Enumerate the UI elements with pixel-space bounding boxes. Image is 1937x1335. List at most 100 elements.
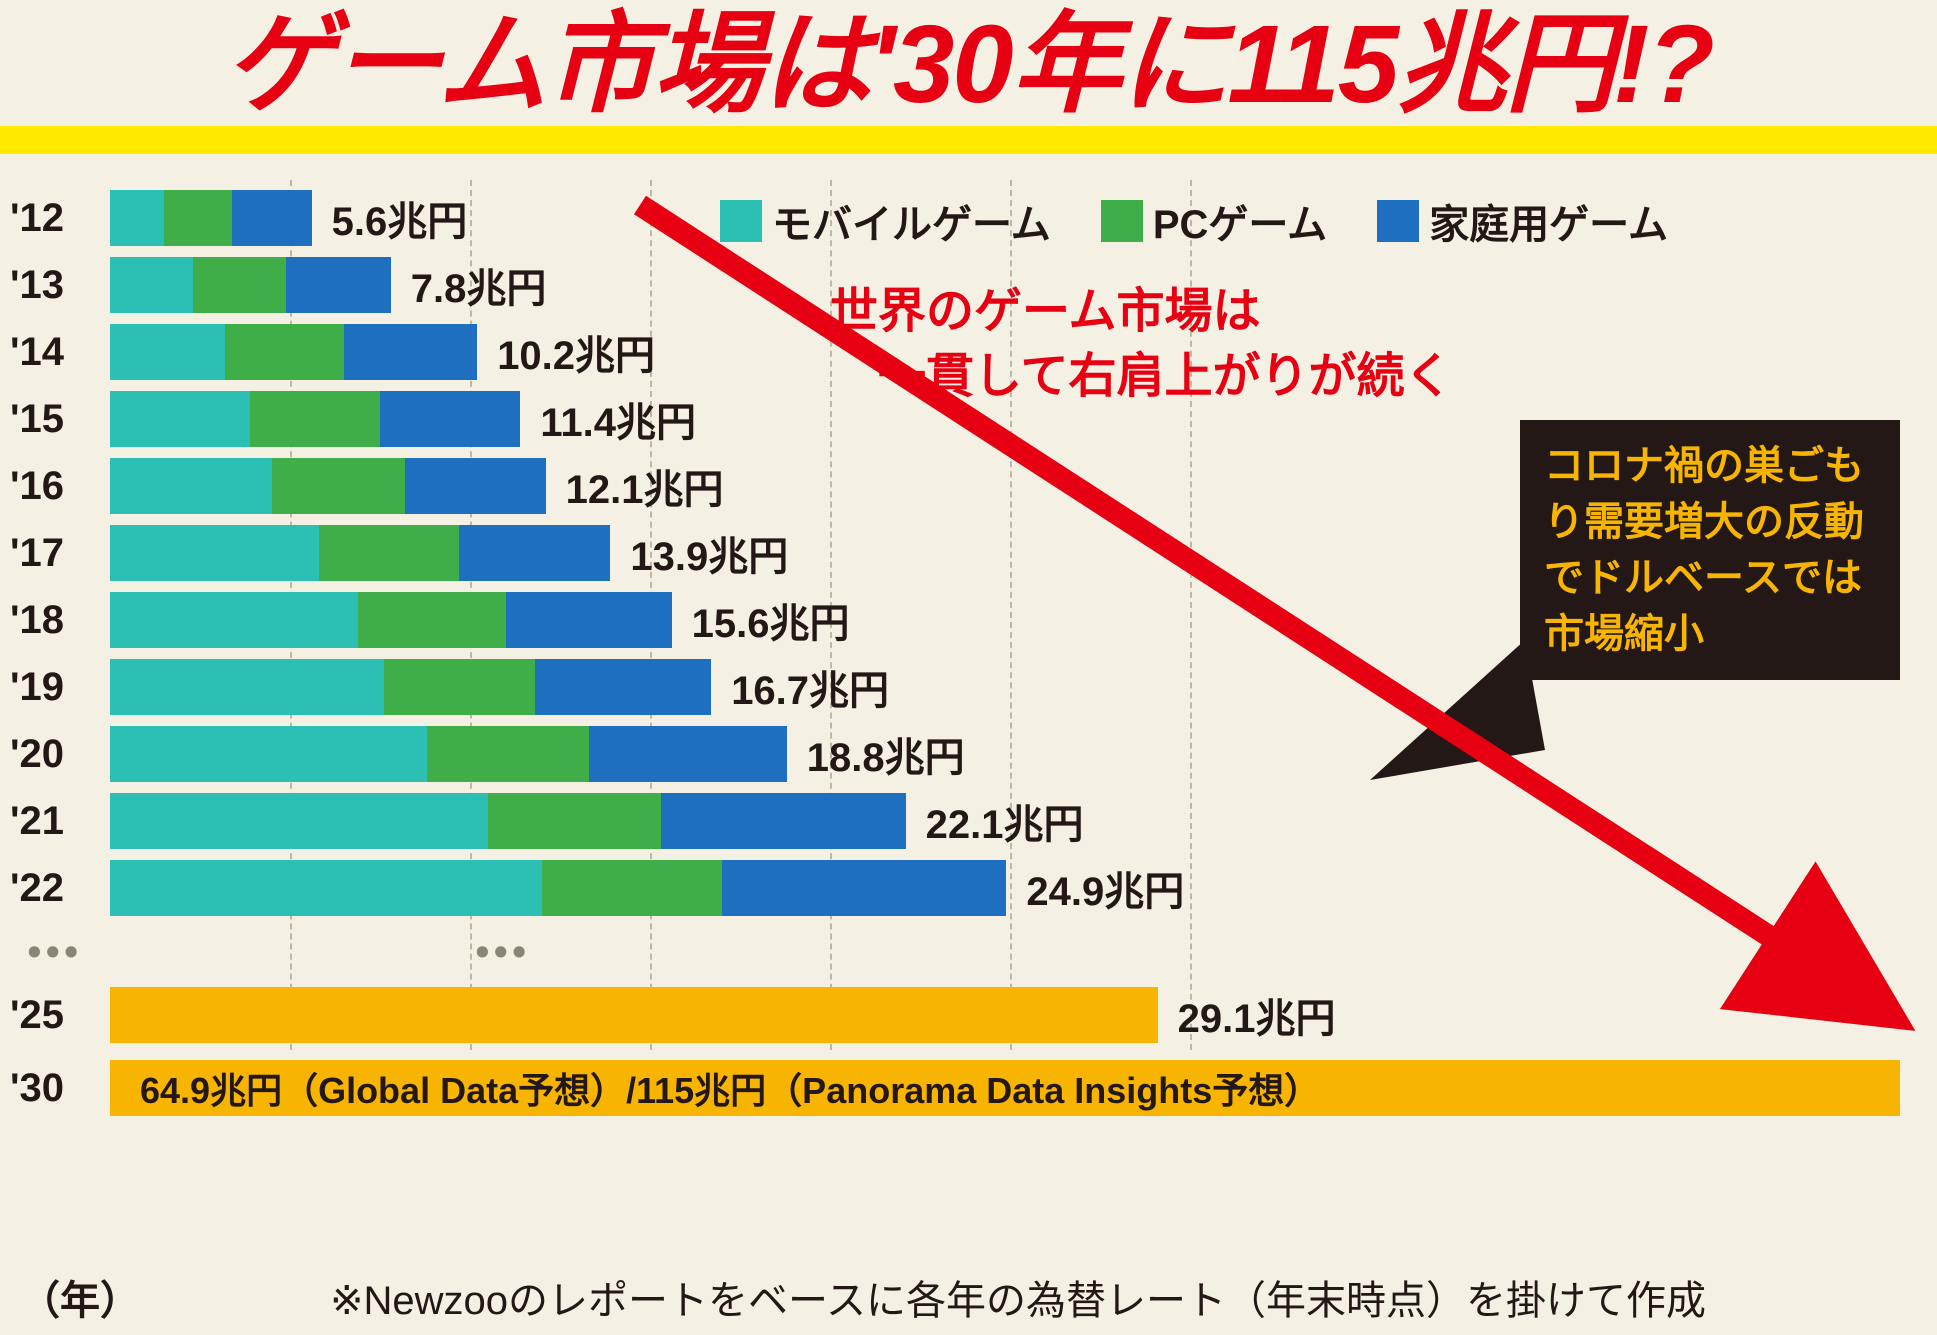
- bar-segment-console: [344, 324, 477, 380]
- year-label: '14: [10, 330, 105, 375]
- bar-stack: [110, 257, 391, 313]
- bar-segment-pc: [225, 324, 344, 380]
- value-label: 18.8兆円: [807, 725, 965, 783]
- bar-stack: [110, 190, 312, 246]
- bar-segment-console: [405, 458, 545, 514]
- value-label: 11.4兆円: [540, 390, 696, 448]
- bar-segment-mobile: [110, 257, 193, 313]
- year-label: '16: [10, 464, 105, 509]
- year-label: '13: [10, 263, 105, 308]
- annotation-red-text: 世界のゲーム市場は 一貫して右肩上がりが続く: [830, 280, 1453, 410]
- y-axis-unit: （年）: [20, 1268, 140, 1326]
- bar-segment-console: [232, 190, 311, 246]
- callout-tail-icon: [1370, 620, 1550, 800]
- legend-label: モバイルゲーム: [772, 192, 1051, 250]
- legend-swatch: [1377, 200, 1419, 242]
- bar-segment-pc: [358, 592, 506, 648]
- bar-stack: [110, 391, 520, 447]
- bar-segment-console: [380, 391, 520, 447]
- legend-label: 家庭用ゲーム: [1429, 192, 1668, 250]
- year-label: '21: [10, 799, 105, 844]
- footnote: ※Newzooのレポートをベースに各年の為替レート（年末時点）を掛けて作成: [330, 1268, 1706, 1326]
- bar-segment-mobile: [110, 391, 250, 447]
- bar-segment-pc: [319, 525, 459, 581]
- bar-stack: [110, 324, 477, 380]
- legend-item: 家庭用ゲーム: [1377, 192, 1668, 250]
- bar-segment-pc: [384, 659, 535, 715]
- bar-segment-mobile: [110, 726, 427, 782]
- value-label: 15.6兆円: [692, 591, 850, 649]
- bar-segment-mobile: [110, 793, 488, 849]
- chart-container: ゲーム市場は'30年に115兆円!? '12 5.6兆円 '13 7.8兆円 '14 10…: [0, 0, 1937, 1335]
- forecast-label: 29.1兆円: [1178, 986, 1336, 1044]
- callout-box: コロナ禍の巣ごもり需要増大の反動でドルベースでは市場縮小: [1520, 420, 1900, 680]
- bar-stack: [110, 458, 546, 514]
- year-label: '18: [10, 598, 105, 643]
- bar-segment-mobile: [110, 659, 384, 715]
- bar-segment-pc: [272, 458, 405, 514]
- bar-segment-pc: [542, 860, 722, 916]
- year-label: '17: [10, 531, 105, 576]
- year-label: '20: [10, 732, 105, 777]
- year-label: '30: [10, 1066, 105, 1111]
- year-label: '22: [10, 866, 105, 911]
- title-bar: ゲーム市場は'30年に115兆円!?: [0, 0, 1937, 126]
- annotation-line2: 一貫して右肩上がりが続く: [830, 350, 1453, 403]
- bar-segment-console: [589, 726, 787, 782]
- bar-segment-pc: [427, 726, 589, 782]
- bar-row: '2018.8兆円: [110, 726, 1910, 782]
- value-label: 10.2兆円: [497, 323, 655, 381]
- bar-stack: [110, 525, 610, 581]
- bar-row: '2224.9兆円: [110, 860, 1910, 916]
- bar-stack: [110, 860, 1006, 916]
- chart-title: ゲーム市場は'30年に115兆円!?: [0, 10, 1937, 120]
- value-label: 13.9兆円: [630, 524, 788, 582]
- year-label: '19: [10, 665, 105, 710]
- bar-segment-console: [286, 257, 390, 313]
- forecast-row: '2529.1兆円: [110, 987, 1910, 1043]
- forecast-bar: [110, 987, 1158, 1043]
- year-label: '12: [10, 196, 105, 241]
- value-label: 22.1兆円: [926, 792, 1084, 850]
- forecast-bar: 64.9兆円（Global Data予想）/115兆円（Panorama Dat…: [110, 1060, 1900, 1116]
- title-underline: [0, 126, 1937, 154]
- bar-segment-pc: [193, 257, 287, 313]
- legend-item: モバイルゲーム: [720, 192, 1051, 250]
- legend-item: PCゲーム: [1101, 192, 1327, 250]
- callout-text: コロナ禍の巣ごもり需要増大の反動でドルベースでは市場縮小: [1544, 444, 1864, 656]
- bar-segment-mobile: [110, 324, 225, 380]
- bar-segment-mobile: [110, 860, 542, 916]
- bar-segment-pc: [164, 190, 232, 246]
- bar-stack: [110, 659, 711, 715]
- bar-segment-mobile: [110, 525, 319, 581]
- value-label: 12.1兆円: [566, 457, 724, 515]
- bar-segment-console: [459, 525, 610, 581]
- bar-segment-mobile: [110, 458, 272, 514]
- bar-segment-pc: [250, 391, 380, 447]
- bar-segment-console: [722, 860, 1006, 916]
- bar-stack: [110, 592, 672, 648]
- forecast-row: '3064.9兆円（Global Data予想）/115兆円（Panorama …: [110, 1060, 1910, 1116]
- legend-label: PCゲーム: [1153, 192, 1327, 250]
- legend-swatch: [720, 200, 762, 242]
- value-label: 7.8兆円: [411, 256, 547, 314]
- legend: モバイルゲーム PCゲーム 家庭用ゲーム: [720, 192, 1668, 250]
- legend-swatch: [1101, 200, 1143, 242]
- bar-segment-mobile: [110, 592, 358, 648]
- bar-segment-pc: [488, 793, 661, 849]
- annotation-line1: 世界のゲーム市場は: [830, 285, 1261, 338]
- bar-stack: [110, 726, 787, 782]
- value-label: 5.6兆円: [332, 189, 468, 247]
- value-label: 16.7兆円: [731, 658, 889, 716]
- bar-row: '2122.1兆円: [110, 793, 1910, 849]
- bar-stack: [110, 793, 906, 849]
- ellipsis-icon: ・・・: [470, 929, 525, 975]
- year-label: '25: [10, 993, 105, 1038]
- ellipsis-icon: ・・・: [22, 929, 77, 975]
- bar-segment-console: [506, 592, 672, 648]
- value-label: 24.9兆円: [1026, 859, 1184, 917]
- bar-segment-console: [661, 793, 906, 849]
- forecast-label: 64.9兆円（Global Data予想）/115兆円（Panorama Dat…: [140, 1062, 1320, 1114]
- bar-segment-console: [535, 659, 711, 715]
- year-label: '15: [10, 397, 105, 442]
